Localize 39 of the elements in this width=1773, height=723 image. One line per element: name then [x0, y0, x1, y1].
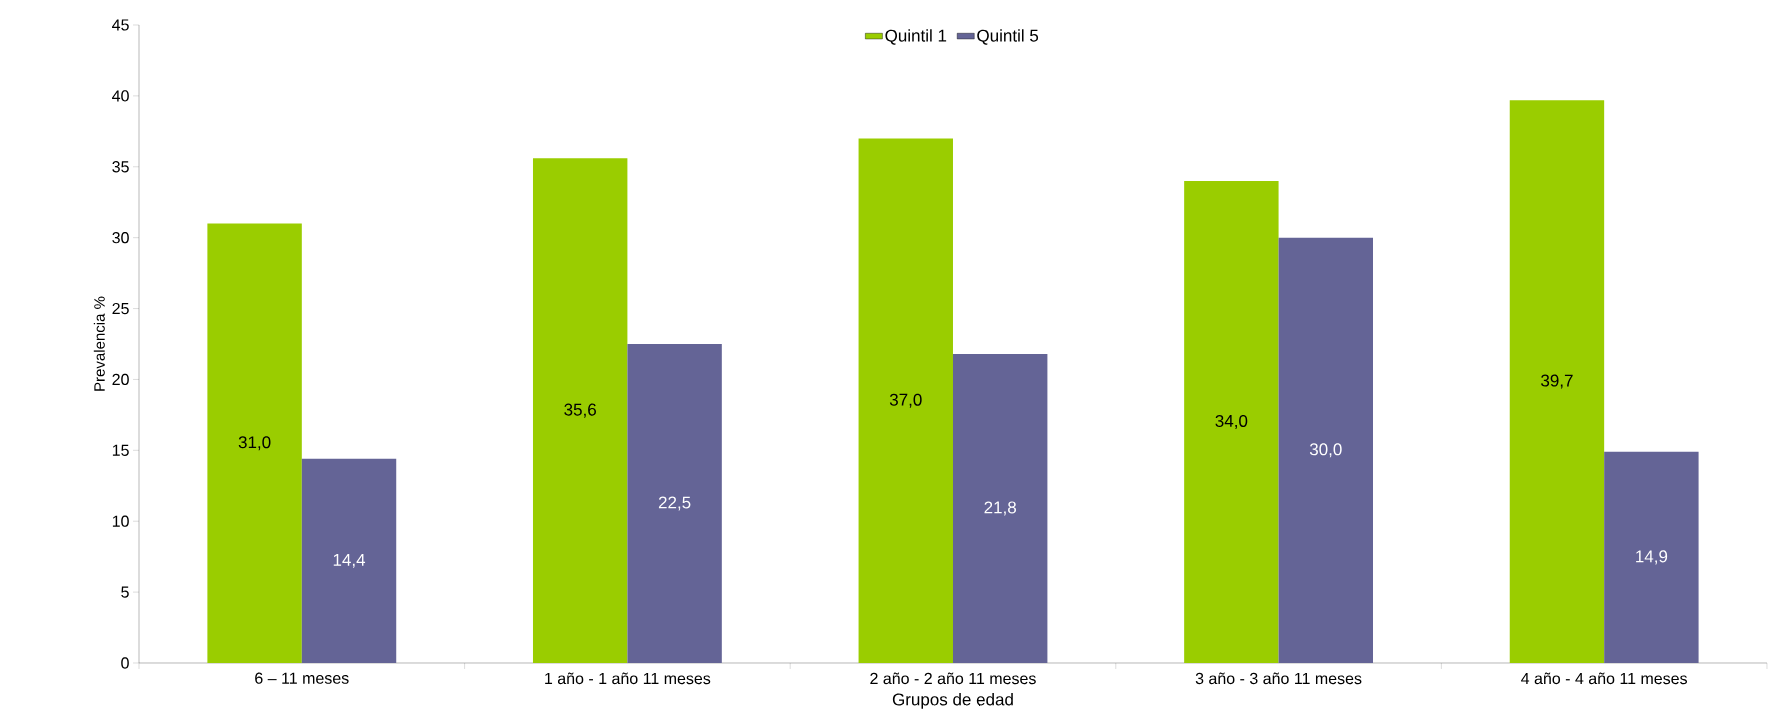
- x-tick-label: 4 año - 4 año 11 meses: [1521, 672, 1687, 685]
- x-tick-label: 2 año - 2 año 11 meses: [870, 672, 1036, 685]
- y-tick-label: 30: [112, 232, 129, 244]
- bar: [207, 223, 302, 663]
- bar: [627, 343, 722, 663]
- x-axis-title: Grupos de edad: [892, 693, 1013, 709]
- y-tick-label: 0: [121, 657, 129, 669]
- bar: [532, 158, 628, 663]
- bar: [1604, 451, 1699, 663]
- legend-label: Quintil 1: [885, 29, 947, 45]
- data-label: 14,4: [333, 553, 366, 568]
- y-tick-label: 35: [112, 161, 129, 173]
- data-label: 39,7: [1541, 374, 1573, 389]
- y-tick-label: 45: [112, 19, 129, 31]
- data-label: 31,0: [238, 436, 271, 451]
- y-tick-label: 15: [112, 444, 129, 456]
- y-tick-label: 40: [112, 90, 129, 102]
- data-label: 35,6: [564, 403, 596, 418]
- y-axis-title: Prevalencia %: [93, 296, 105, 391]
- y-tick-label: 5: [121, 586, 129, 598]
- bar: [301, 458, 397, 663]
- y-tick-label: 20: [112, 373, 129, 386]
- y-tick-label: 10: [112, 515, 129, 527]
- bar: [858, 138, 953, 663]
- data-label: 21,8: [984, 501, 1017, 516]
- x-tick-label: 3 año - 3 año 11 meses: [1195, 672, 1362, 685]
- bar: [1509, 100, 1605, 663]
- y-tick-label: 25: [112, 302, 129, 315]
- data-label: 30,0: [1309, 443, 1342, 458]
- data-label: 34,0: [1215, 414, 1248, 429]
- data-label: 37,0: [889, 393, 922, 408]
- x-tick-label: 6 – 11 meses: [255, 672, 349, 684]
- bar: [1184, 180, 1279, 663]
- x-tick-label: 1 año - 1 año 11 meses: [545, 672, 711, 685]
- data-label: 14,9: [1636, 550, 1668, 565]
- legend-label: Quintil 5: [977, 29, 1039, 45]
- bar: [1278, 237, 1373, 663]
- data-label: 22,5: [658, 496, 691, 511]
- bar: [952, 353, 1048, 663]
